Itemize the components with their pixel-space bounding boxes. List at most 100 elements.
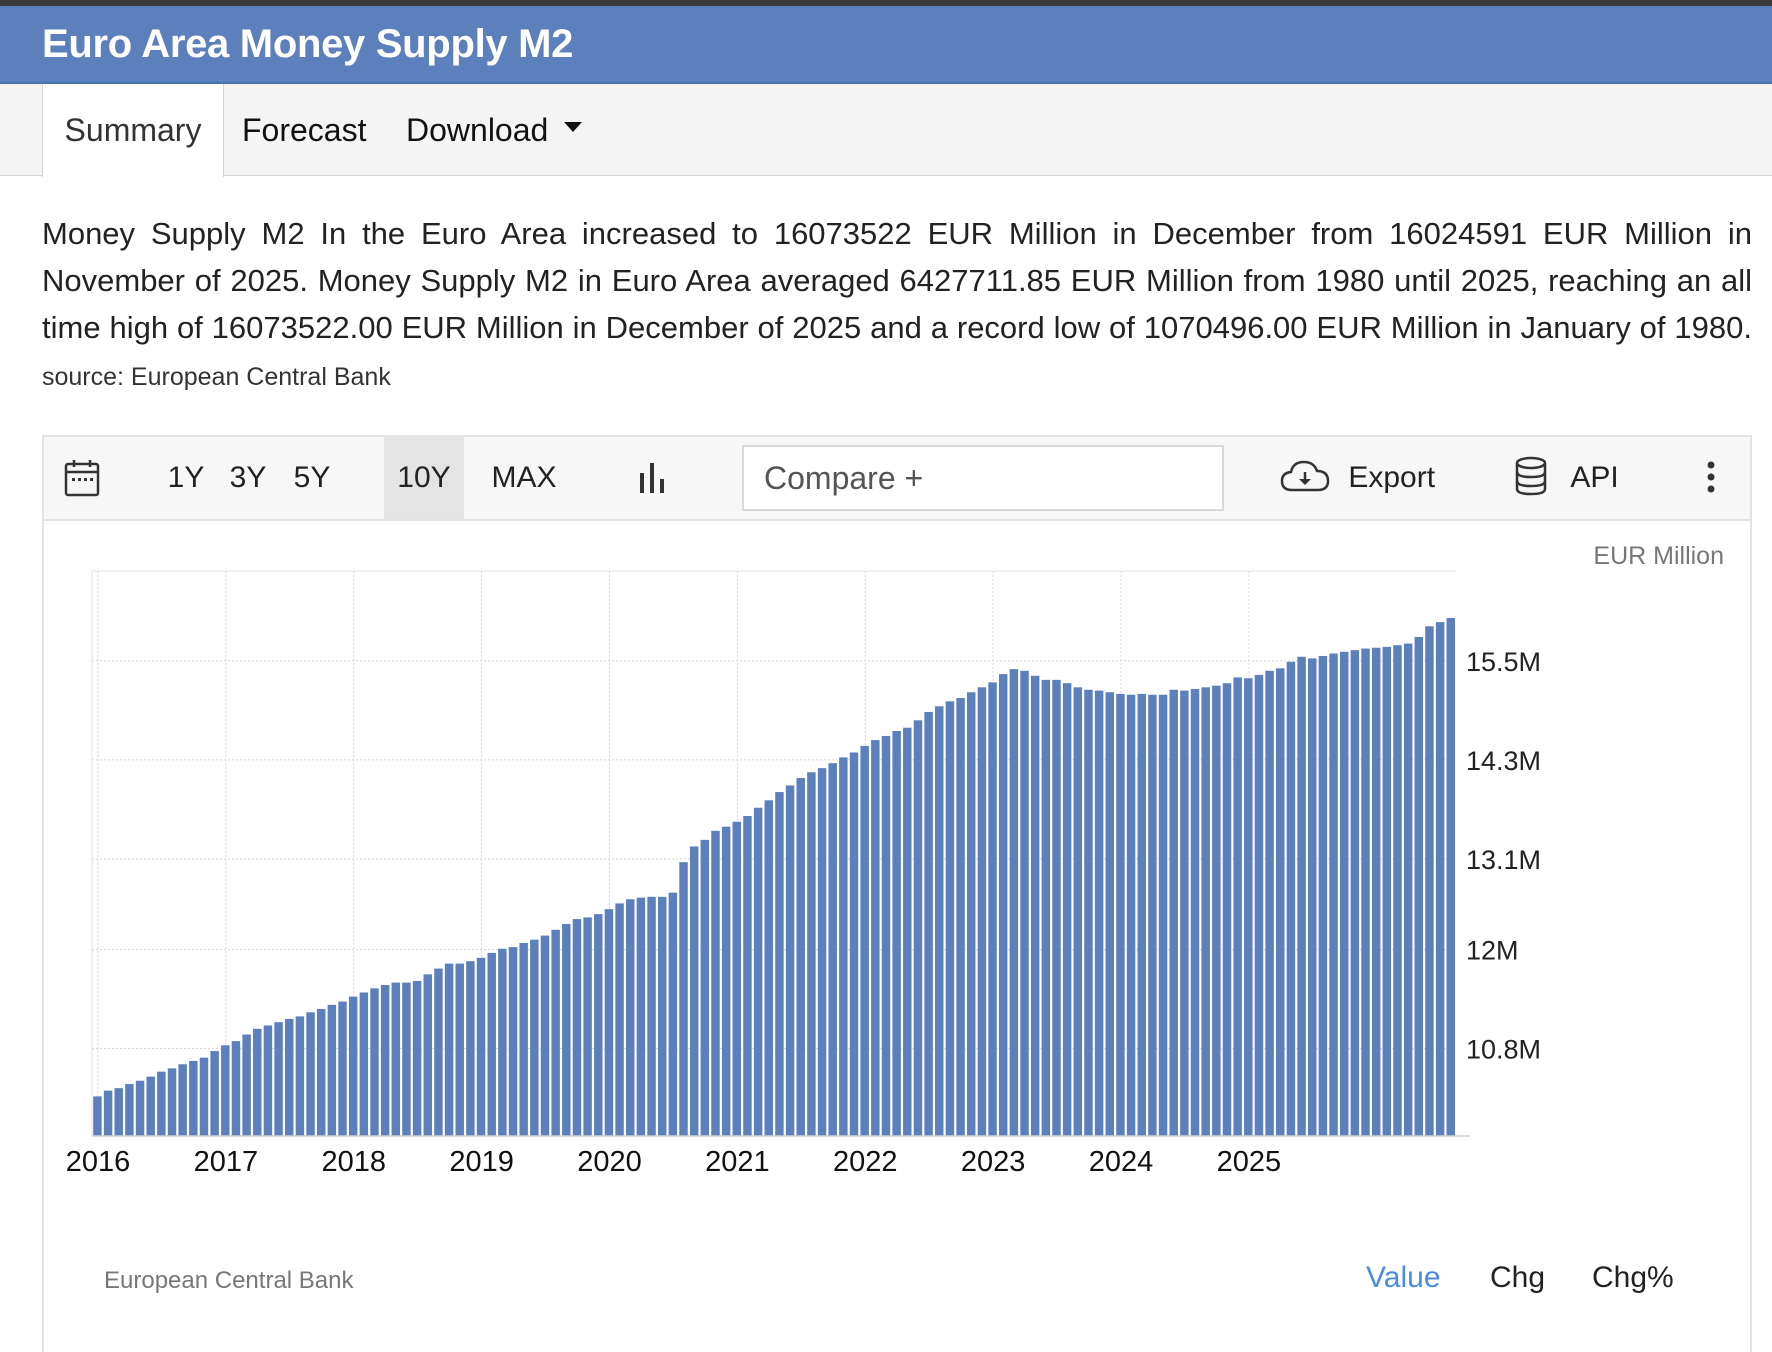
bar (977, 687, 987, 1136)
range-3y-button[interactable]: 3Y (229, 461, 267, 494)
range-max-button[interactable]: MAX (491, 461, 557, 494)
bar (263, 1025, 273, 1136)
bar (594, 914, 603, 1136)
bar (178, 1064, 187, 1136)
tab-download[interactable]: Download (406, 84, 583, 176)
range-1y-button[interactable]: 1Y (167, 461, 205, 494)
bar (998, 674, 1008, 1136)
bar (1414, 636, 1424, 1136)
tab-strip: Summary Forecast Download (0, 84, 1772, 177)
bar (679, 862, 688, 1136)
bar (519, 942, 528, 1136)
bar (1126, 694, 1136, 1136)
x-tick-label: 2024 (1089, 1146, 1154, 1178)
calendar-icon[interactable] (64, 437, 104, 519)
top-edge (0, 0, 1772, 6)
bar (689, 846, 699, 1136)
bar (1222, 683, 1232, 1136)
api-button[interactable]: API (1514, 437, 1624, 519)
title-bar: Euro Area Money Supply M2 (0, 6, 1772, 84)
chg-percent-tab[interactable]: Chg% (1592, 1261, 1674, 1294)
bar (1339, 651, 1349, 1136)
tab-summary[interactable]: Summary (42, 84, 224, 177)
x-tick-label: 2016 (66, 1146, 131, 1178)
bar (945, 701, 955, 1136)
bar (1371, 647, 1381, 1136)
bar (1052, 679, 1061, 1136)
bar (657, 896, 667, 1136)
bar (242, 1034, 251, 1136)
bar (1233, 677, 1242, 1136)
bar (743, 815, 752, 1136)
bar (316, 1008, 326, 1136)
export-label: Export (1348, 461, 1436, 494)
range-10y-button[interactable]: 10Y (384, 437, 464, 519)
bar (103, 1090, 113, 1136)
value-tab[interactable]: Value (1366, 1261, 1441, 1294)
bar (1201, 687, 1210, 1136)
bar (892, 731, 901, 1136)
export-button[interactable]: Export (1280, 437, 1440, 519)
bar (348, 996, 358, 1136)
range-5y-button[interactable]: 5Y (293, 461, 331, 494)
bar (1212, 685, 1221, 1136)
tab-forecast[interactable]: Forecast (242, 112, 367, 148)
chg-tab[interactable]: Chg (1490, 1261, 1546, 1294)
bar (498, 948, 507, 1136)
bar (189, 1060, 198, 1136)
bar (1425, 626, 1434, 1136)
bar (380, 985, 390, 1136)
bar (988, 682, 997, 1136)
bar (412, 980, 422, 1136)
bar (167, 1068, 177, 1136)
api-label: API (1570, 461, 1619, 494)
y-tick-label: 13.1M (1466, 845, 1541, 875)
y-tick-label: 12M (1466, 936, 1519, 966)
bar (828, 763, 837, 1136)
bar (1350, 650, 1360, 1136)
bar (796, 778, 805, 1136)
bar (764, 800, 773, 1136)
summary-source: source: European Central Bank (42, 363, 391, 391)
bar (146, 1076, 155, 1136)
bar (562, 924, 571, 1136)
bar (135, 1080, 145, 1136)
bar (444, 963, 454, 1136)
compare-input[interactable]: Compare + (742, 445, 1224, 511)
x-tick-label: 2021 (705, 1146, 770, 1178)
vertical-dots-icon[interactable] (1706, 437, 1726, 519)
chart-panel: 1Y 3Y 5Y 10Y MAX Compare + Export (42, 435, 1752, 1352)
bar (1382, 646, 1392, 1136)
chart-source: European Central Bank (104, 1267, 354, 1294)
bar (1169, 689, 1178, 1136)
bar (1137, 693, 1146, 1136)
bar (1148, 694, 1157, 1136)
bar (370, 988, 379, 1136)
unit-label: EUR Million (1593, 542, 1724, 570)
bar (807, 772, 816, 1136)
bar (881, 735, 891, 1136)
page-title: Euro Area Money Supply M2 (42, 22, 574, 66)
bar (860, 745, 869, 1136)
x-tick-label: 2019 (449, 1146, 514, 1178)
bar (1180, 690, 1189, 1136)
bar (721, 826, 731, 1136)
bar (487, 952, 496, 1136)
bar (604, 909, 614, 1136)
bar (1286, 661, 1296, 1136)
bar (199, 1057, 209, 1136)
bar (455, 963, 464, 1136)
bar (1393, 645, 1402, 1136)
bar (1276, 668, 1285, 1136)
bar (253, 1028, 262, 1136)
bar-chart-icon[interactable] (638, 437, 678, 519)
bar (572, 919, 582, 1136)
x-tick-label: 2022 (833, 1146, 898, 1178)
database-icon (1515, 456, 1547, 496)
bar (1094, 690, 1104, 1136)
bar (306, 1012, 315, 1136)
bar (913, 720, 923, 1136)
bar (157, 1071, 166, 1136)
bar (1105, 692, 1114, 1136)
bar (871, 740, 880, 1136)
